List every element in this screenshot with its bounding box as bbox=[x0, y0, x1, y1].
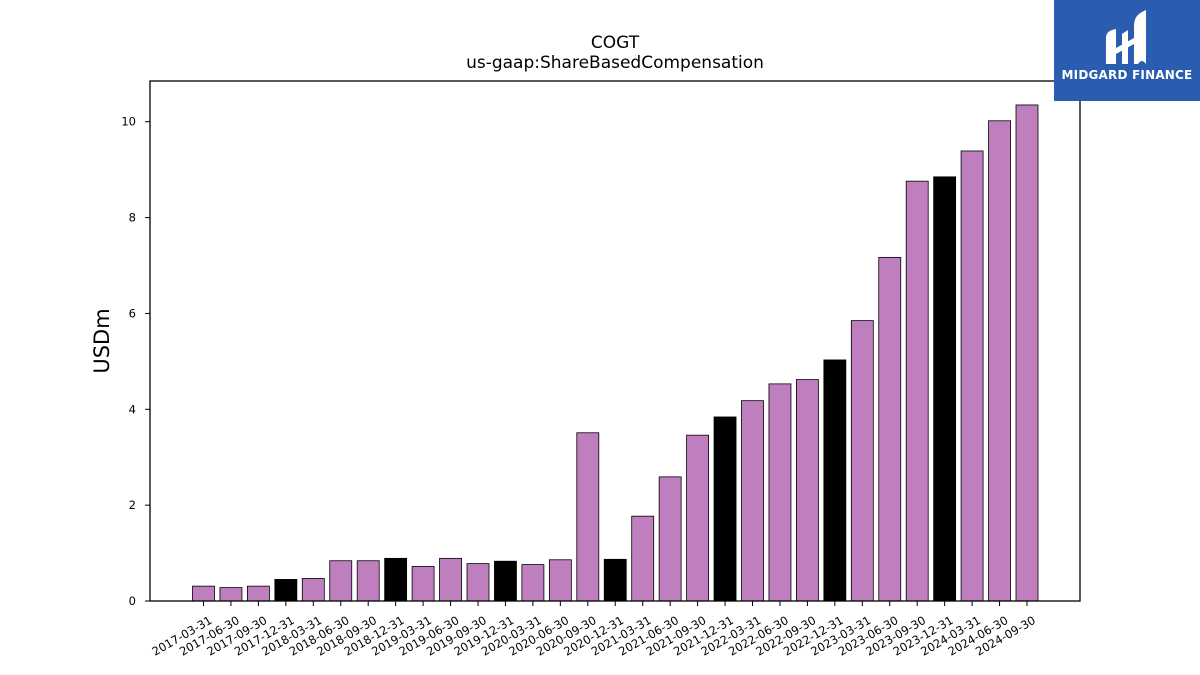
bar-2018-09-30 bbox=[356, 560, 380, 602]
bar-2019-06-30 bbox=[439, 557, 462, 602]
bar-2022-09-30 bbox=[796, 379, 819, 602]
logo-mark-icon bbox=[1106, 10, 1146, 64]
bar-2021-12-31 bbox=[713, 416, 737, 602]
bar-2023-12-31 bbox=[933, 176, 957, 602]
bar-2019-09-30 bbox=[466, 563, 490, 602]
bar-2017-09-30 bbox=[246, 585, 270, 602]
bar-2018-12-31 bbox=[384, 557, 408, 602]
bar-2022-03-31 bbox=[741, 400, 764, 602]
bar-2020-12-31 bbox=[603, 558, 627, 602]
y-tick-label: 10 bbox=[121, 115, 136, 129]
company-logo: MIDGARD FINANCE bbox=[1054, 0, 1200, 101]
y-tick-label: 8 bbox=[129, 211, 136, 225]
bar-2022-12-31 bbox=[823, 359, 847, 602]
bar-2021-03-31 bbox=[631, 515, 655, 602]
bar-2021-09-30 bbox=[686, 434, 709, 602]
bar-2017-12-31 bbox=[274, 579, 298, 602]
y-tick-label: 6 bbox=[129, 306, 136, 320]
chart-subtitle: us-gaap:ShareBasedCompensation bbox=[466, 53, 764, 73]
plot-frame bbox=[149, 80, 1081, 602]
y-axis-label: USDm bbox=[90, 308, 114, 373]
bar-2020-03-31 bbox=[521, 564, 545, 602]
bar-2018-06-30 bbox=[329, 560, 353, 602]
bar-2024-03-31 bbox=[960, 150, 984, 602]
bar-2017-06-30 bbox=[219, 587, 243, 602]
bar-2019-03-31 bbox=[411, 566, 435, 602]
chart-title: COGT bbox=[591, 33, 640, 53]
bar-2017-03-31 bbox=[192, 585, 215, 602]
bars-group bbox=[192, 104, 1039, 602]
bar-2023-03-31 bbox=[850, 320, 874, 602]
bar-2023-09-30 bbox=[905, 180, 929, 602]
y-tick-label: 2 bbox=[129, 498, 136, 512]
bar-2021-06-30 bbox=[658, 476, 682, 602]
x-ticks-group: 2017-03-312017-06-302017-09-302017-12-31… bbox=[150, 601, 1038, 659]
bar-2024-09-30 bbox=[1015, 104, 1039, 602]
y-tick-label: 4 bbox=[129, 402, 136, 416]
bar-2022-06-30 bbox=[768, 383, 792, 602]
bar-2020-09-30 bbox=[576, 432, 600, 602]
bar-2019-12-31 bbox=[494, 560, 517, 602]
bar-2020-06-30 bbox=[548, 559, 572, 602]
bar-2018-03-31 bbox=[301, 578, 325, 602]
y-ticks-group: 0 2 4 6 8 10 bbox=[121, 115, 150, 608]
y-tick-label: 0 bbox=[129, 594, 136, 608]
bar-2024-06-30 bbox=[988, 120, 1011, 602]
logo-text: MIDGARD FINANCE bbox=[1061, 68, 1193, 82]
bar-2023-06-30 bbox=[878, 256, 902, 602]
